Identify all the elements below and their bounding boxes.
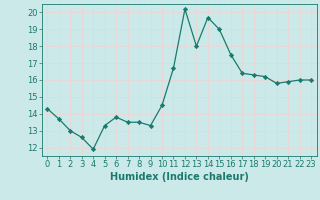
X-axis label: Humidex (Indice chaleur): Humidex (Indice chaleur): [110, 172, 249, 182]
